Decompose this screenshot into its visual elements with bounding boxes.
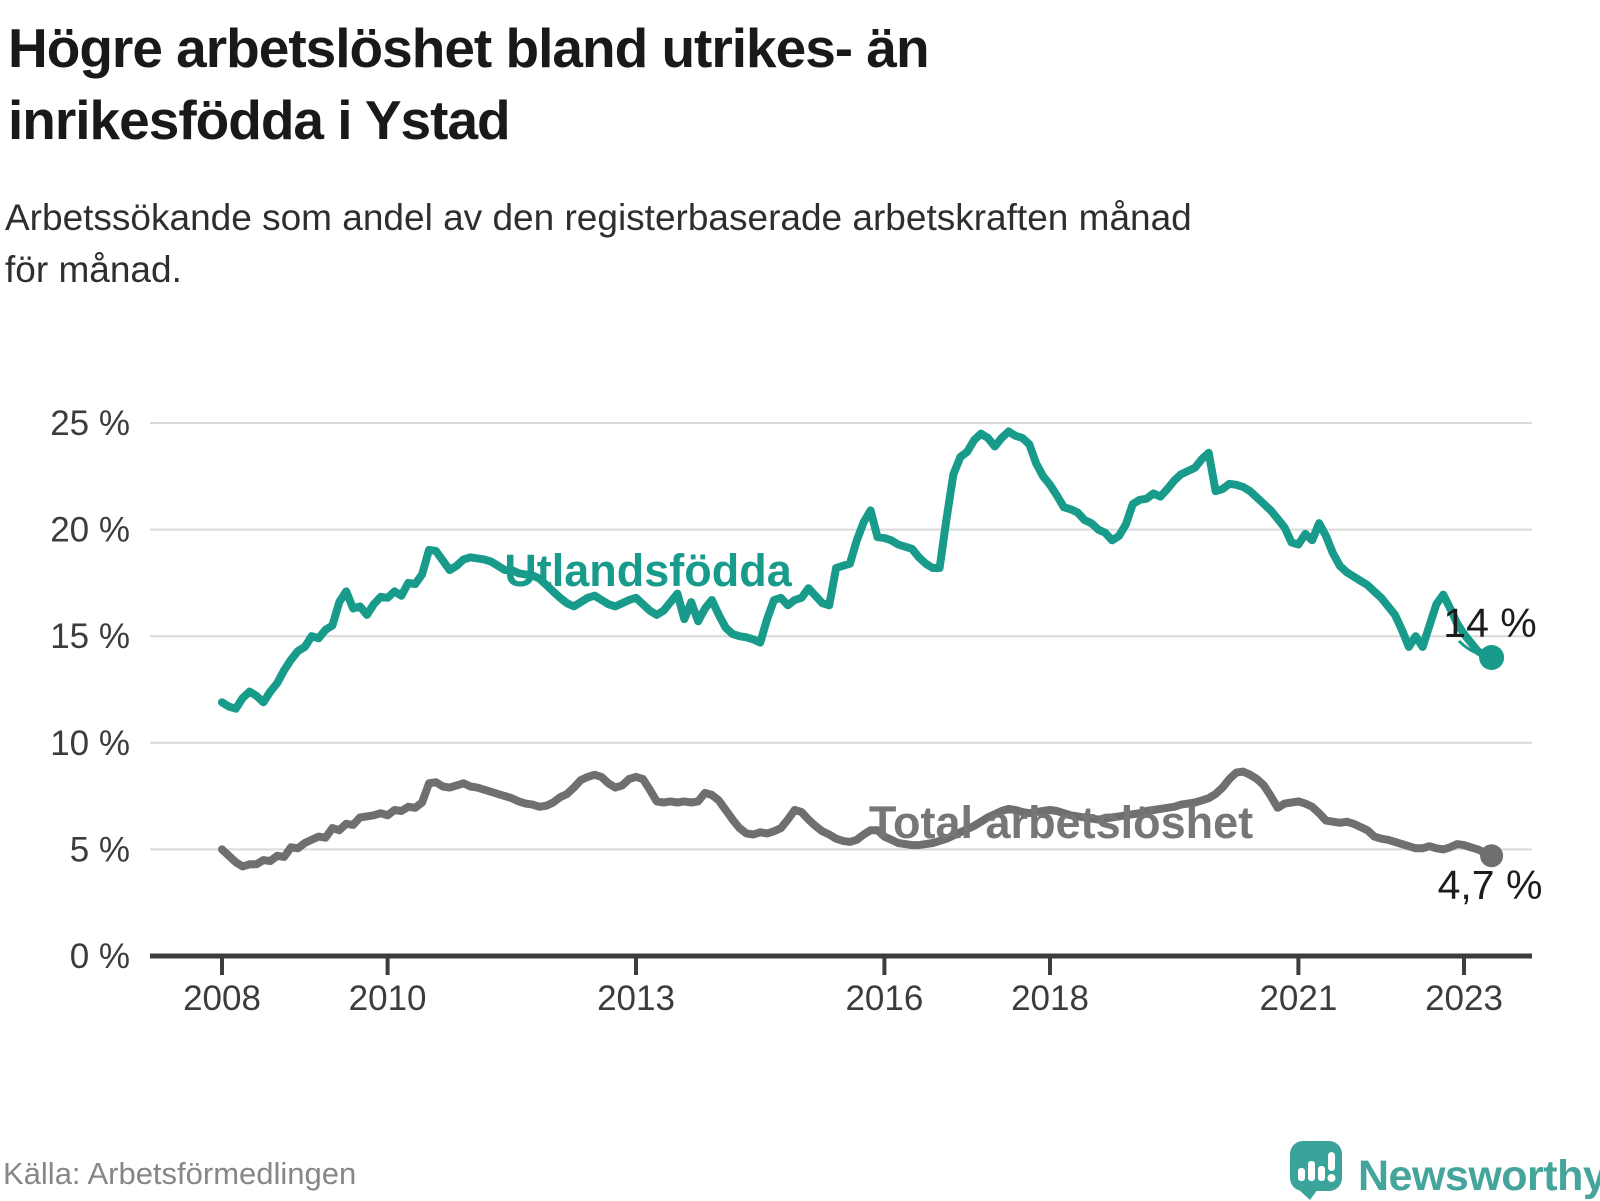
end-dot-total-arbetsloshet [1480, 844, 1504, 868]
y-axis-label: 5 % [70, 830, 130, 869]
y-axis-label: 20 % [50, 511, 130, 550]
y-axis-label: 15 % [50, 617, 130, 656]
x-axis-label: 2010 [349, 979, 427, 1018]
y-axis-label: 25 % [50, 404, 130, 443]
y-axis-label: 0 % [70, 937, 130, 976]
y-axis-labels: 25 % 20 % 15 % 10 % 5 % 0 % [50, 404, 130, 976]
newsworthy-logo-icon [1290, 1141, 1342, 1200]
x-axis-label: 2013 [597, 979, 675, 1018]
chart-title: Högre arbetslöshet bland utrikes- än inr… [8, 12, 930, 156]
chart-subtitle-line1: Arbetssökande som andel av den registerb… [5, 197, 1192, 238]
chart-title-line1: Högre arbetslöshet bland utrikes- än [8, 17, 930, 79]
series-line-total-arbetsloshet [218, 767, 1496, 871]
end-value-label-total-arbetsloshet: 4,7 % [1438, 862, 1543, 908]
chart-subtitle-line2: för månad. [5, 249, 182, 290]
end-dot-utlandsfodda [1479, 645, 1505, 670]
x-axis-label: 2023 [1425, 979, 1503, 1018]
chart-title-line2: inrikesfödda i Ystad [8, 89, 511, 151]
gridlines [150, 422, 1532, 851]
source-caption: Källa: Arbetsförmedlingen [3, 1156, 357, 1191]
y-axis-label: 10 % [50, 724, 130, 763]
x-axis-label: 2008 [183, 979, 261, 1018]
x-axis-label: 2018 [1011, 979, 1089, 1018]
end-value-label-utlandsfodda: 14 % [1443, 600, 1536, 646]
x-axis-labels: 2008 2010 2013 2016 2018 2021 2023 [183, 979, 1503, 1018]
x-axis-ticks [220, 958, 1466, 975]
series-line-utlandsfodda [218, 427, 1496, 713]
series-label-total-arbetsloshet: Total arbetslöshet [869, 797, 1253, 848]
x-axis-label: 2016 [845, 979, 923, 1018]
series-label-utlandsfodda: Utlandsfödda [504, 545, 792, 596]
chart-subtitle: Arbetssökande som andel av den registerb… [5, 192, 1192, 296]
x-axis-label: 2021 [1259, 979, 1337, 1018]
newsworthy-wordmark: Newsworthy [1358, 1152, 1600, 1200]
